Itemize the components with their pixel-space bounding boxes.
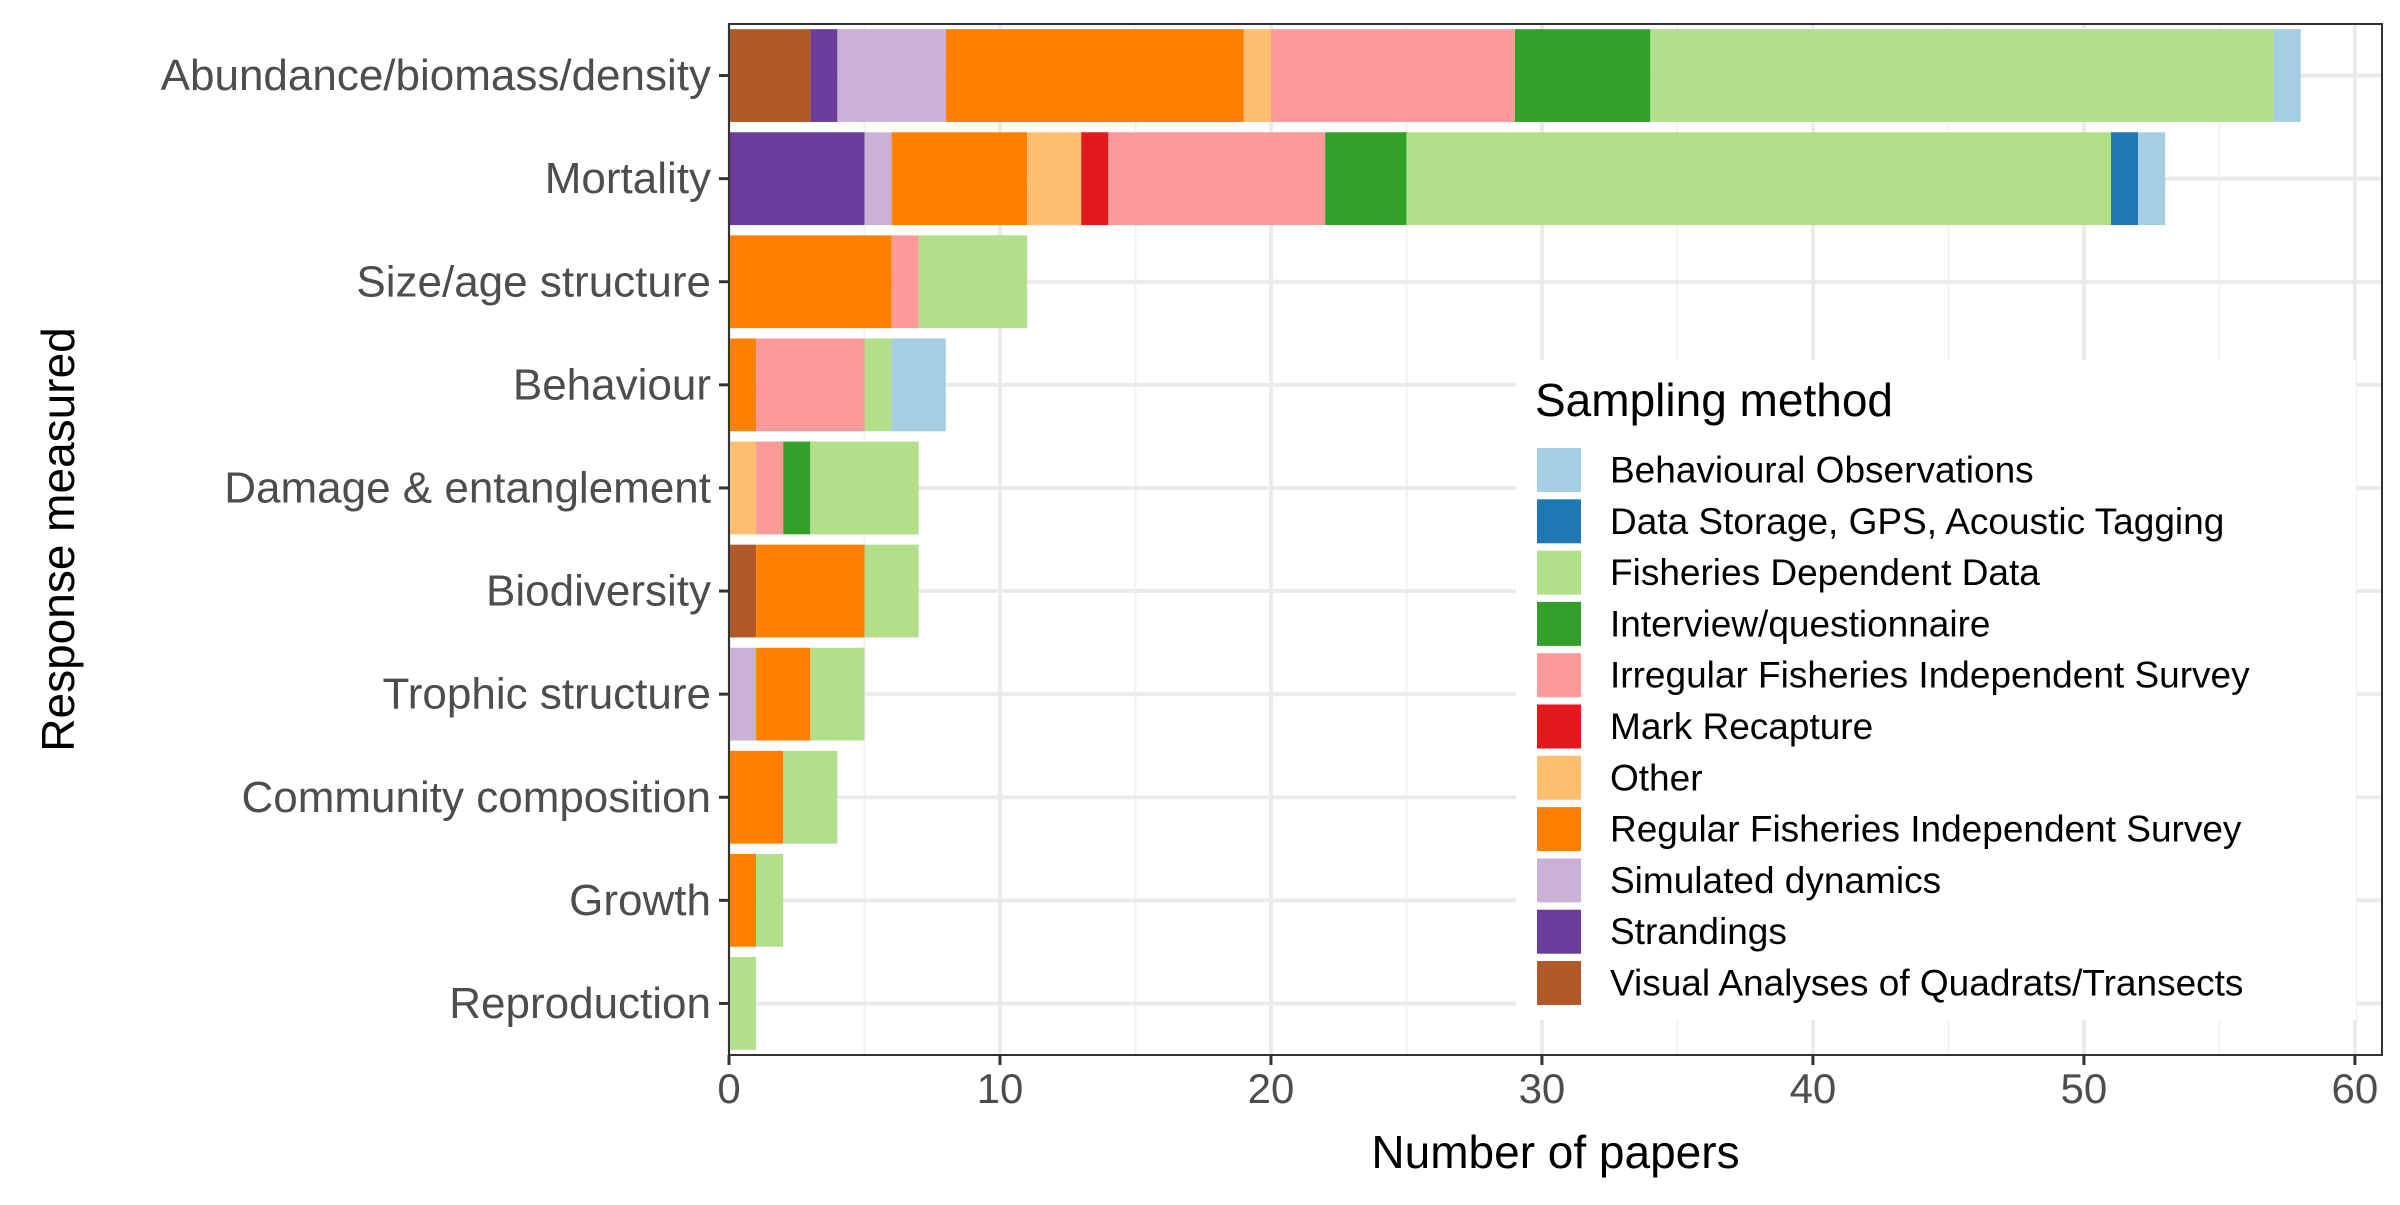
bars [729,29,2301,1050]
bar-size-age-structure-irregular-fisheries-independent-survey [891,235,919,329]
bar-behaviour-fisheries-dependent-data [864,338,892,432]
bar-biodiversity-fisheries-dependent-data [864,544,919,638]
bar-abundance-biomass-density-strandings [810,29,838,122]
y-tick-label-trophic-structure: Trophic structure [383,670,711,719]
legend-label-simulated-dynamics: Simulated dynamics [1610,860,1941,901]
bar-community-composition-fisheries-dependent-data [783,750,838,844]
bar-abundance-biomass-density-visual-analyses-of-quadrats-transects [729,29,811,122]
bar-mortality-strandings [729,132,865,226]
legend-key-irregular-fisheries-independent-survey [1537,653,1581,698]
bar-abundance-biomass-density-irregular-fisheries-independent-survey [1270,29,1515,122]
bar-mortality-other [1027,132,1082,226]
legend-label-visual-analyses-of-quadrats-transects: Visual Analyses of Quadrats/Transects [1610,963,2243,1004]
legend-label-strandings: Strandings [1610,911,1787,952]
bar-behaviour-regular-fisheries-independent-survey [729,338,757,432]
legend-key-other [1537,755,1581,800]
y-axis-title: Response measured [32,327,84,751]
x-tick-label: 30 [1519,1065,1566,1112]
bar-mortality-data-storage-gps-acoustic-tagging [2111,132,2139,226]
bar-abundance-biomass-density-behavioural-observations [2273,29,2301,122]
legend-label-interview-questionnaire: Interview/questionnaire [1610,603,1991,644]
bar-growth-fisheries-dependent-data [756,853,784,947]
legend-label-fisheries-dependent-data: Fisheries Dependent Data [1610,552,2040,593]
legend-key-strandings [1537,909,1581,954]
legend-key-interview-questionnaire [1537,601,1581,646]
bar-biodiversity-regular-fisheries-independent-survey [756,544,865,638]
y-tick-label-community-composition: Community composition [242,773,712,822]
y-axis: Abundance/biomass/density Mortality Size/a… [161,51,729,1028]
legend-label-behavioural-observations: Behavioural Observations [1610,450,2034,491]
legend-label-irregular-fisheries-independent-survey: Irregular Fisheries Independent Survey [1610,655,2250,696]
bar-damage-entanglement-other [729,441,757,535]
legend-key-data-storage-gps-acoustic-tagging [1537,499,1581,544]
legend: Sampling method Behavioural Observations… [1535,374,2250,1005]
y-tick-label-growth: Growth [569,876,711,925]
bar-behaviour-irregular-fisheries-independent-survey [756,338,865,432]
bar-biodiversity-visual-analyses-of-quadrats-transects [729,544,757,638]
bar-reproduction-fisheries-dependent-data [729,957,757,1050]
legend-label-other: Other [1610,757,1703,798]
bar-size-age-structure-fisheries-dependent-data [918,235,1028,329]
bar-damage-entanglement-irregular-fisheries-independent-survey [756,441,784,535]
bar-abundance-biomass-density-regular-fisheries-independent-survey [945,29,1244,122]
bar-trophic-structure-fisheries-dependent-data [810,647,865,741]
bar-mortality-interview-questionnaire [1325,132,1407,226]
bar-mortality-mark-recapture [1081,132,1109,226]
bar-mortality-fisheries-dependent-data [1406,132,2112,226]
bar-mortality-regular-fisheries-independent-survey [891,132,1028,226]
panel-border [728,23,2383,1056]
x-tick-label: 20 [1248,1065,1295,1112]
y-tick-label-behaviour: Behaviour [513,360,711,409]
y-tick-label-mortality: Mortality [545,154,711,203]
bar-community-composition-regular-fisheries-independent-survey [729,750,784,844]
x-tick-label: 10 [977,1065,1024,1112]
legend-key-fisheries-dependent-data [1537,550,1581,595]
bar-abundance-biomass-density-fisheries-dependent-data [1650,29,2274,122]
y-tick-label-reproduction: Reproduction [449,979,711,1028]
legend-label-regular-fisheries-independent-survey: Regular Fisheries Independent Survey [1610,809,2242,850]
legend-key-mark-recapture [1537,704,1581,749]
x-tick-label: 40 [1790,1065,1837,1112]
legend-title: Sampling method [1535,374,1893,426]
bar-mortality-irregular-fisheries-independent-survey [1108,132,1326,226]
bar-behaviour-behavioural-observations [891,338,946,432]
bar-damage-entanglement-interview-questionnaire [783,441,811,535]
y-tick-label-damage-entanglement: Damage & entanglement [224,463,711,512]
y-tick-label-size-age-structure: Size/age structure [356,257,711,306]
y-tick-label-abundance-biomass-density: Abundance/biomass/density [161,51,711,100]
bar-abundance-biomass-density-interview-questionnaire [1514,29,1651,122]
y-tick-label-biodiversity: Biodiversity [486,567,711,616]
bar-size-age-structure-regular-fisheries-independent-survey [729,235,892,329]
bar-trophic-structure-simulated-dynamics [729,647,757,741]
legend-key-simulated-dynamics [1537,858,1581,903]
legend-box [1516,360,2356,1020]
x-tick-label: 60 [2332,1065,2379,1112]
legend-key-regular-fisheries-independent-survey [1537,807,1581,852]
bar-abundance-biomass-density-other [1243,29,1271,122]
legend-key-visual-analyses-of-quadrats-transects [1537,961,1581,1005]
x-tick-label: 0 [717,1065,740,1112]
bar-abundance-biomass-density-simulated-dynamics [837,29,946,122]
bar-damage-entanglement-fisheries-dependent-data [810,441,919,535]
bar-growth-regular-fisheries-independent-survey [729,853,757,947]
legend-key-behavioural-observations [1537,448,1581,492]
bar-mortality-simulated-dynamics [864,132,892,226]
x-tick-label: 50 [2061,1065,2108,1112]
bar-trophic-structure-regular-fisheries-independent-survey [756,647,811,741]
legend-label-mark-recapture: Mark Recapture [1610,706,1873,747]
x-axis-title: Number of papers [1371,1126,1739,1178]
legend-background [1516,360,2356,1020]
bar-mortality-behavioural-observations [2138,132,2166,226]
legend-label-data-storage-gps-acoustic-tagging: Data Storage, GPS, Acoustic Tagging [1610,501,2224,542]
x-axis: 0 10 20 30 40 50 60 [717,1055,2378,1112]
